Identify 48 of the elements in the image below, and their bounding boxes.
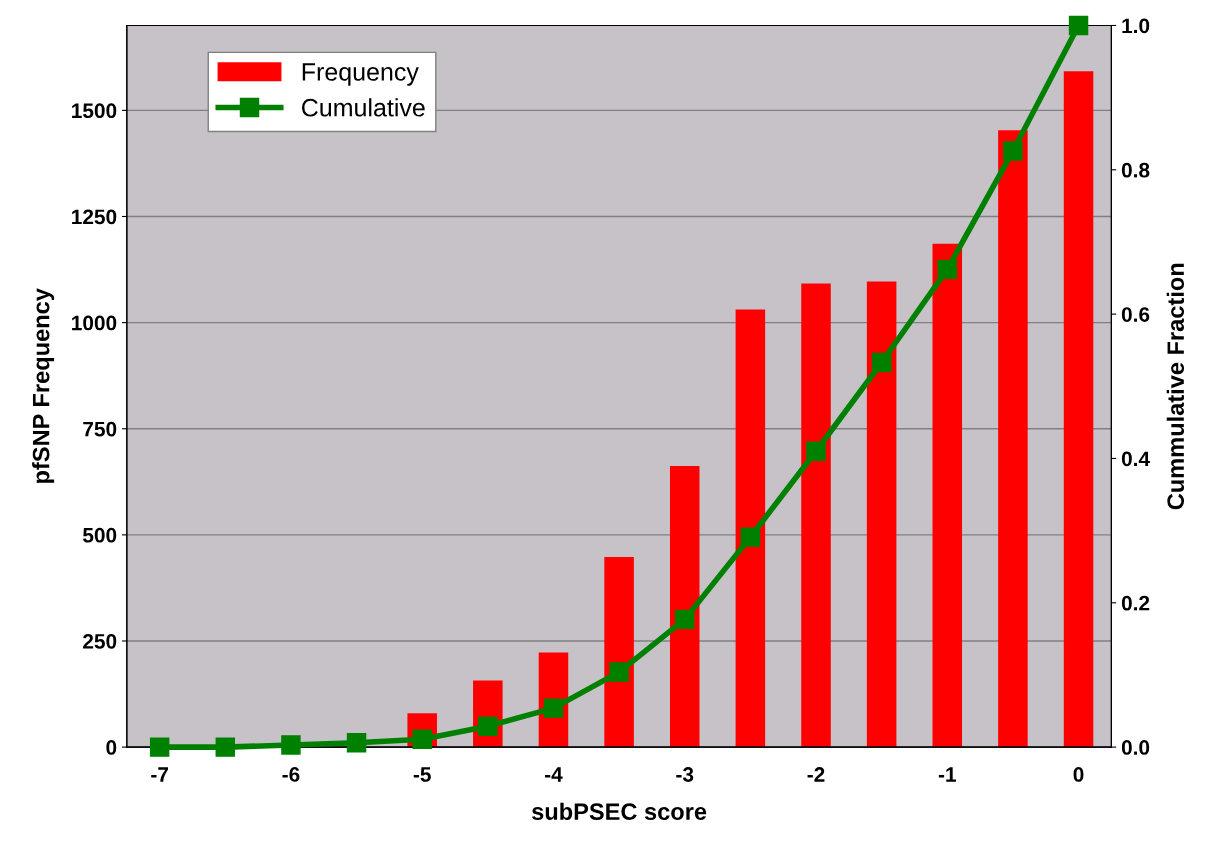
- bar: [866, 281, 897, 748]
- x-tick-label: -5: [413, 767, 431, 782]
- y-tick-label: 750: [83, 421, 117, 437]
- point: [740, 527, 761, 547]
- x-tick-label: 0: [1073, 767, 1084, 782]
- bar: [801, 283, 831, 748]
- bar: [735, 309, 766, 748]
- y2-tick-label: 1.0: [1122, 18, 1150, 34]
- y2-tick-label: 0.8: [1121, 162, 1150, 178]
- point: [149, 737, 170, 757]
- legend-label: Cumulative: [302, 98, 425, 117]
- y-tick-label: 0: [106, 740, 117, 755]
- point: [675, 609, 695, 630]
- x-tick-label: -3: [676, 767, 694, 782]
- point: [871, 352, 892, 373]
- point: [1068, 15, 1089, 36]
- y-tick-label: 1250: [72, 209, 117, 225]
- y-tick-label: 250: [83, 634, 117, 649]
- x-tick-label: -4: [545, 767, 563, 782]
- bar: [1063, 71, 1094, 748]
- point: [1003, 141, 1023, 161]
- y-axis-title: pfSNP Frequency: [32, 288, 55, 483]
- bar: [604, 556, 634, 748]
- bar: [998, 130, 1028, 748]
- point: [543, 698, 564, 718]
- legend-label: Frequency: [302, 63, 419, 86]
- bar: [669, 466, 700, 748]
- y-tick-label: 500: [83, 527, 117, 543]
- y2-tick-label: 0.2: [1121, 595, 1150, 611]
- y2-tick-label: 0.0: [1121, 740, 1150, 755]
- x-tick-label: -2: [807, 767, 825, 782]
- x-tick-label: -6: [282, 767, 300, 782]
- point: [609, 662, 629, 682]
- bar: [932, 243, 963, 748]
- y-tick-label: 1500: [72, 103, 117, 119]
- y2-axis-title: Cummulative Fraction: [1166, 263, 1185, 510]
- y2-tick-label: 0.6: [1121, 307, 1150, 322]
- point: [215, 737, 236, 757]
- point: [806, 441, 826, 461]
- x-axis-title: subPSEC score: [532, 802, 707, 820]
- x-tick-label: -1: [938, 767, 956, 782]
- y2-tick-label: 0.4: [1121, 451, 1150, 467]
- point: [346, 733, 367, 753]
- y-tick-label: 1000: [72, 315, 117, 331]
- point: [281, 735, 301, 755]
- point: [937, 259, 957, 280]
- point: [478, 716, 498, 736]
- x-tick-label: -7: [151, 767, 168, 782]
